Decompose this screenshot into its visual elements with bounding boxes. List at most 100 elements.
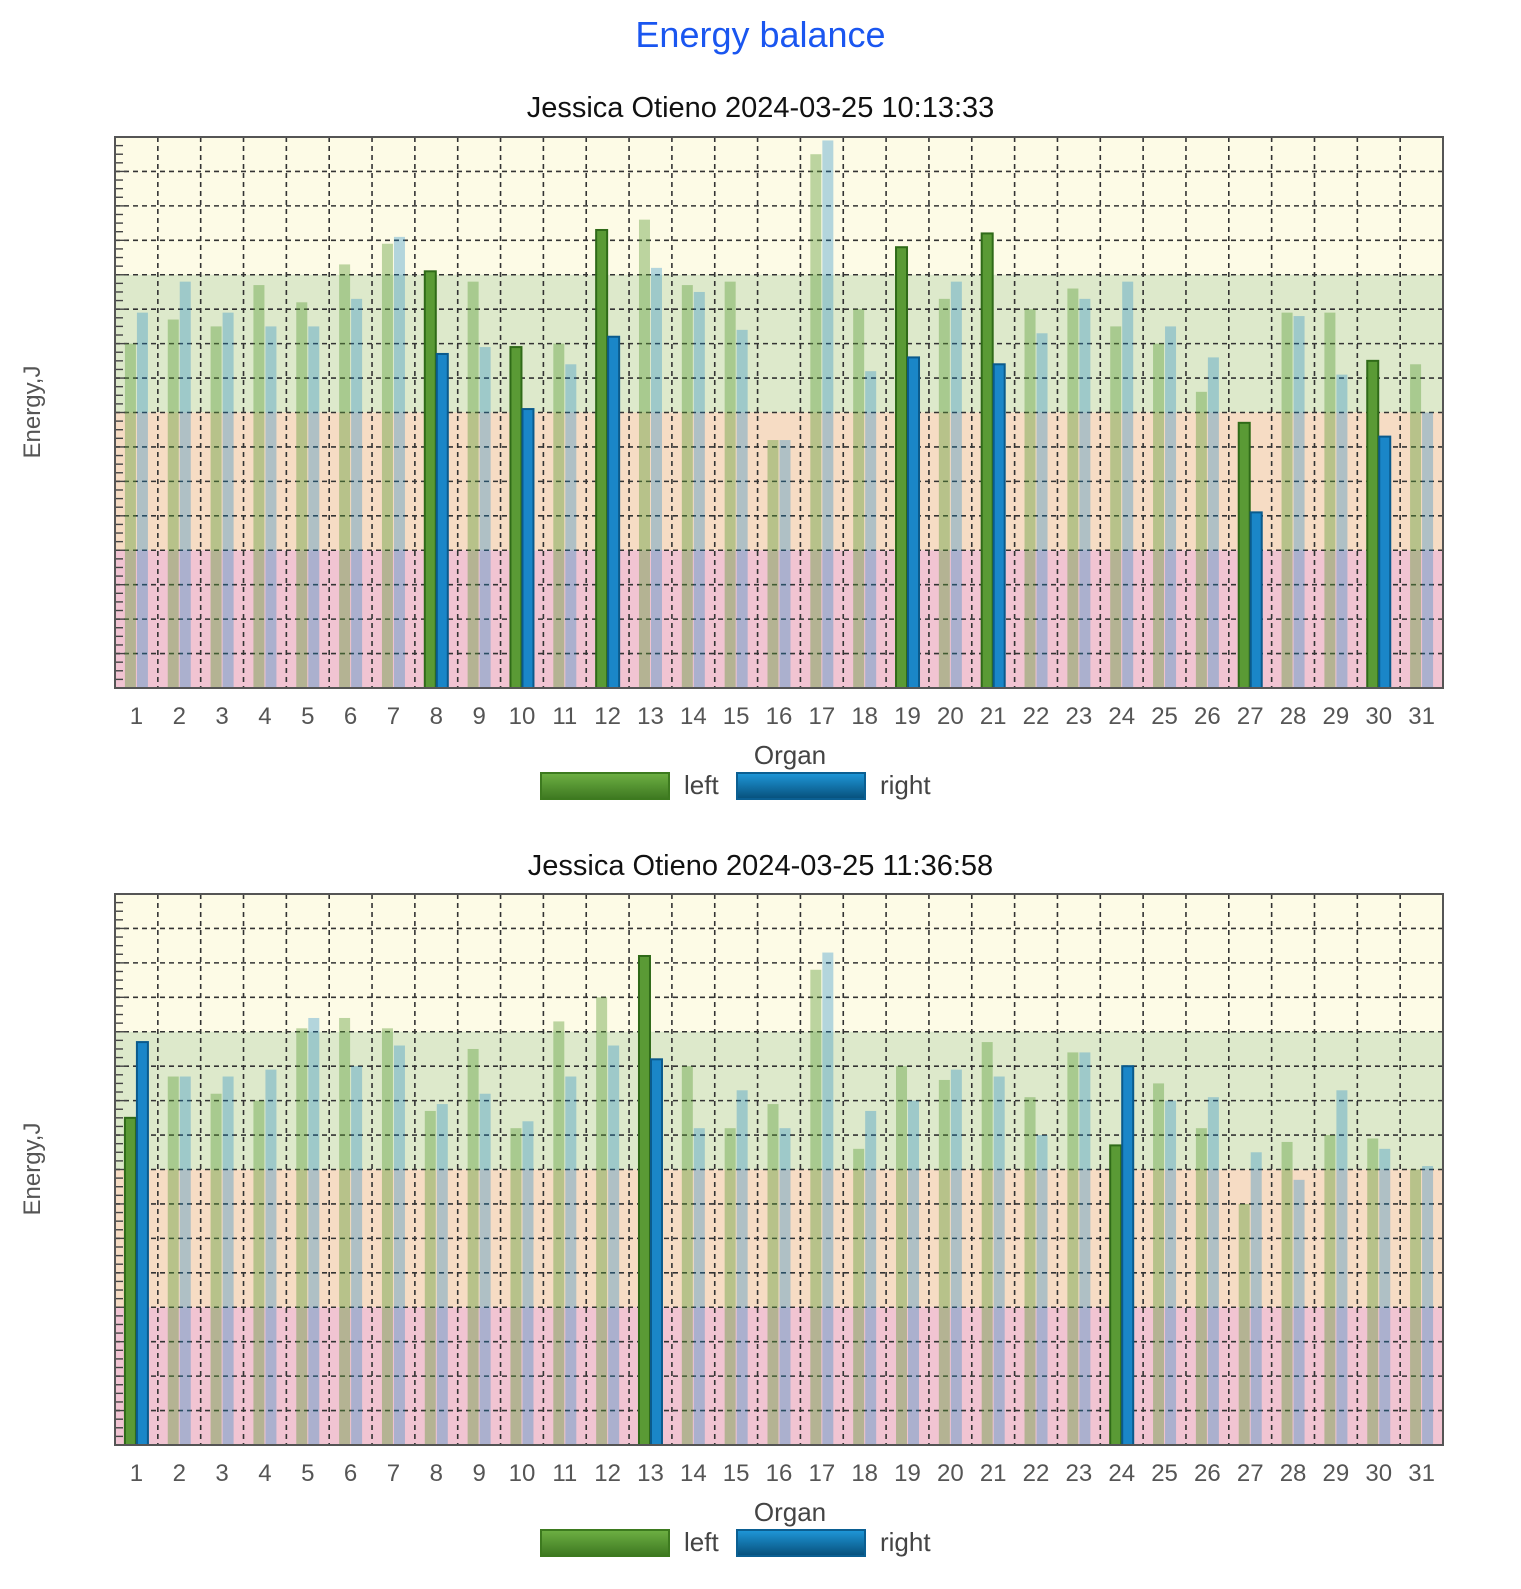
bar-right-organ-11 [565,364,577,688]
bar-left-organ-4 [253,1100,265,1445]
x-tick-label: 17 [808,703,835,730]
zone-critical [115,550,1443,688]
bar-left-organ-25 [1153,1083,1165,1445]
bar-right-organ-22 [1036,333,1048,688]
bar-right-organ-20 [950,1069,962,1445]
bar-right-organ-1 [135,1041,149,1447]
bar-right-organ-14 [693,1128,705,1445]
bar-left-organ-14 [681,1066,693,1445]
x-tick-label: 12 [594,1460,621,1487]
bar-left-organ-5 [296,1028,308,1445]
x-tick-label: 15 [723,1460,750,1487]
x-tick-label: 11 [552,1460,577,1487]
x-tick-label: 14 [680,1460,707,1487]
bar-left-organ-30 [1367,1138,1379,1445]
bar-right-organ-4 [265,326,277,688]
x-tick-label: 22 [1023,703,1050,730]
bar-right-organ-25 [1165,1100,1177,1445]
bar-left-organ-3 [210,1093,222,1445]
bar-left-organ-19 [896,1066,908,1445]
bar-right-organ-5 [308,326,320,688]
bar-left-organ-31 [1410,364,1422,688]
bar-left-organ-9 [467,281,479,688]
bar-left-organ-11 [553,1021,565,1445]
legend-left-swatch [540,772,670,800]
chart-1-plot: 1 2 3 4 5 6 7 8 9 10 11 12 13 14 15 16 17 18 19 20 21 22 23 24 2… [114,136,1444,730]
bar-left-organ-20 [938,1079,950,1445]
x-tick-label: 8 [430,1460,443,1487]
bar-left-organ-20 [938,298,950,688]
x-tick-label: 26 [1194,703,1221,730]
bar-right-organ-9 [479,1093,491,1445]
x-tick-label: 3 [215,703,228,730]
bar-left-organ-18 [853,1148,865,1445]
bar-right-organ-24 [1121,1065,1135,1446]
bar-right-organ-25 [1165,326,1177,688]
zone-low [115,412,1443,551]
legend-left-label: left [684,1527,719,1557]
bar-right-organ-20 [950,281,962,688]
bar-left-organ-26 [1195,391,1207,688]
bar-left-organ-18 [853,309,865,688]
x-tick-label: 12 [594,703,621,730]
bar-right-organ-14 [693,291,705,688]
zone-low [115,1169,1443,1308]
bar-left-organ-6 [339,1017,351,1445]
x-tick-label: 1 [130,1460,143,1487]
x-tick-label: 10 [509,703,536,730]
bar-right-organ-15 [736,329,748,688]
bar-left-organ-13 [637,954,651,1446]
bar-left-organ-1 [123,1116,137,1446]
x-tick-label: 25 [1151,703,1178,730]
legend-right-label: right [880,1527,931,1557]
bar-left-organ-17 [810,154,822,688]
bar-right-organ-27 [1250,1152,1262,1445]
bar-left-organ-31 [1410,1169,1422,1445]
x-tick-label: 21 [980,703,1007,730]
bar-right-organ-16 [779,440,791,688]
x-tick-label: 30 [1365,1460,1392,1487]
x-tick-label: 2 [173,703,186,730]
x-tick-label: 27 [1237,1460,1264,1487]
x-tick-label: 5 [301,703,314,730]
x-tick-label: 3 [215,1460,228,1487]
bar-right-organ-8 [436,1104,448,1445]
zone-normal [115,274,1443,413]
x-tick-label: 23 [1066,703,1093,730]
bar-left-organ-24 [1109,1144,1123,1447]
x-tick-label: 18 [851,703,878,730]
x-tick-label: 20 [937,1460,964,1487]
bar-left-organ-1 [124,343,136,688]
x-tick-label: 29 [1323,1460,1350,1487]
bar-left-organ-16 [767,440,779,688]
x-tick-label: 13 [637,1460,664,1487]
legend-right-label: right [880,770,931,800]
bar-right-organ-16 [779,1128,791,1445]
bar-left-organ-29 [1324,1135,1336,1445]
zone-normal [115,1031,1443,1170]
bar-right-organ-19 [908,1100,920,1445]
bar-left-organ-3 [210,326,222,688]
bar-left-organ-13 [638,219,650,688]
x-tick-label: 31 [1408,703,1435,730]
bar-right-organ-22 [1036,1135,1048,1445]
chart-1-title: Jessica Otieno 2024-03-25 10:13:33 [526,92,995,124]
x-tick-label: 19 [894,703,921,730]
bar-right-organ-6 [351,298,363,688]
plot-frame [114,893,1444,1446]
x-tick-label: 24 [1108,1460,1135,1487]
bar-right-organ-7 [393,1045,405,1445]
bar-left-organ-14 [681,285,693,688]
bar-left-organ-8 [424,1110,436,1445]
x-tick-label: 31 [1408,1460,1435,1487]
bar-left-organ-15 [724,281,736,688]
bar-right-organ-2 [179,281,191,688]
x-tick-label: 7 [387,1460,400,1487]
x-tick-label: 10 [509,1460,536,1487]
bar-right-organ-1 [136,312,148,688]
x-tick-label: 13 [637,703,664,730]
x-tick-label: 16 [766,1460,793,1487]
x-tick-label: 9 [472,1460,485,1487]
bar-right-organ-13 [649,1058,663,1447]
x-tick-label: 9 [472,703,485,730]
